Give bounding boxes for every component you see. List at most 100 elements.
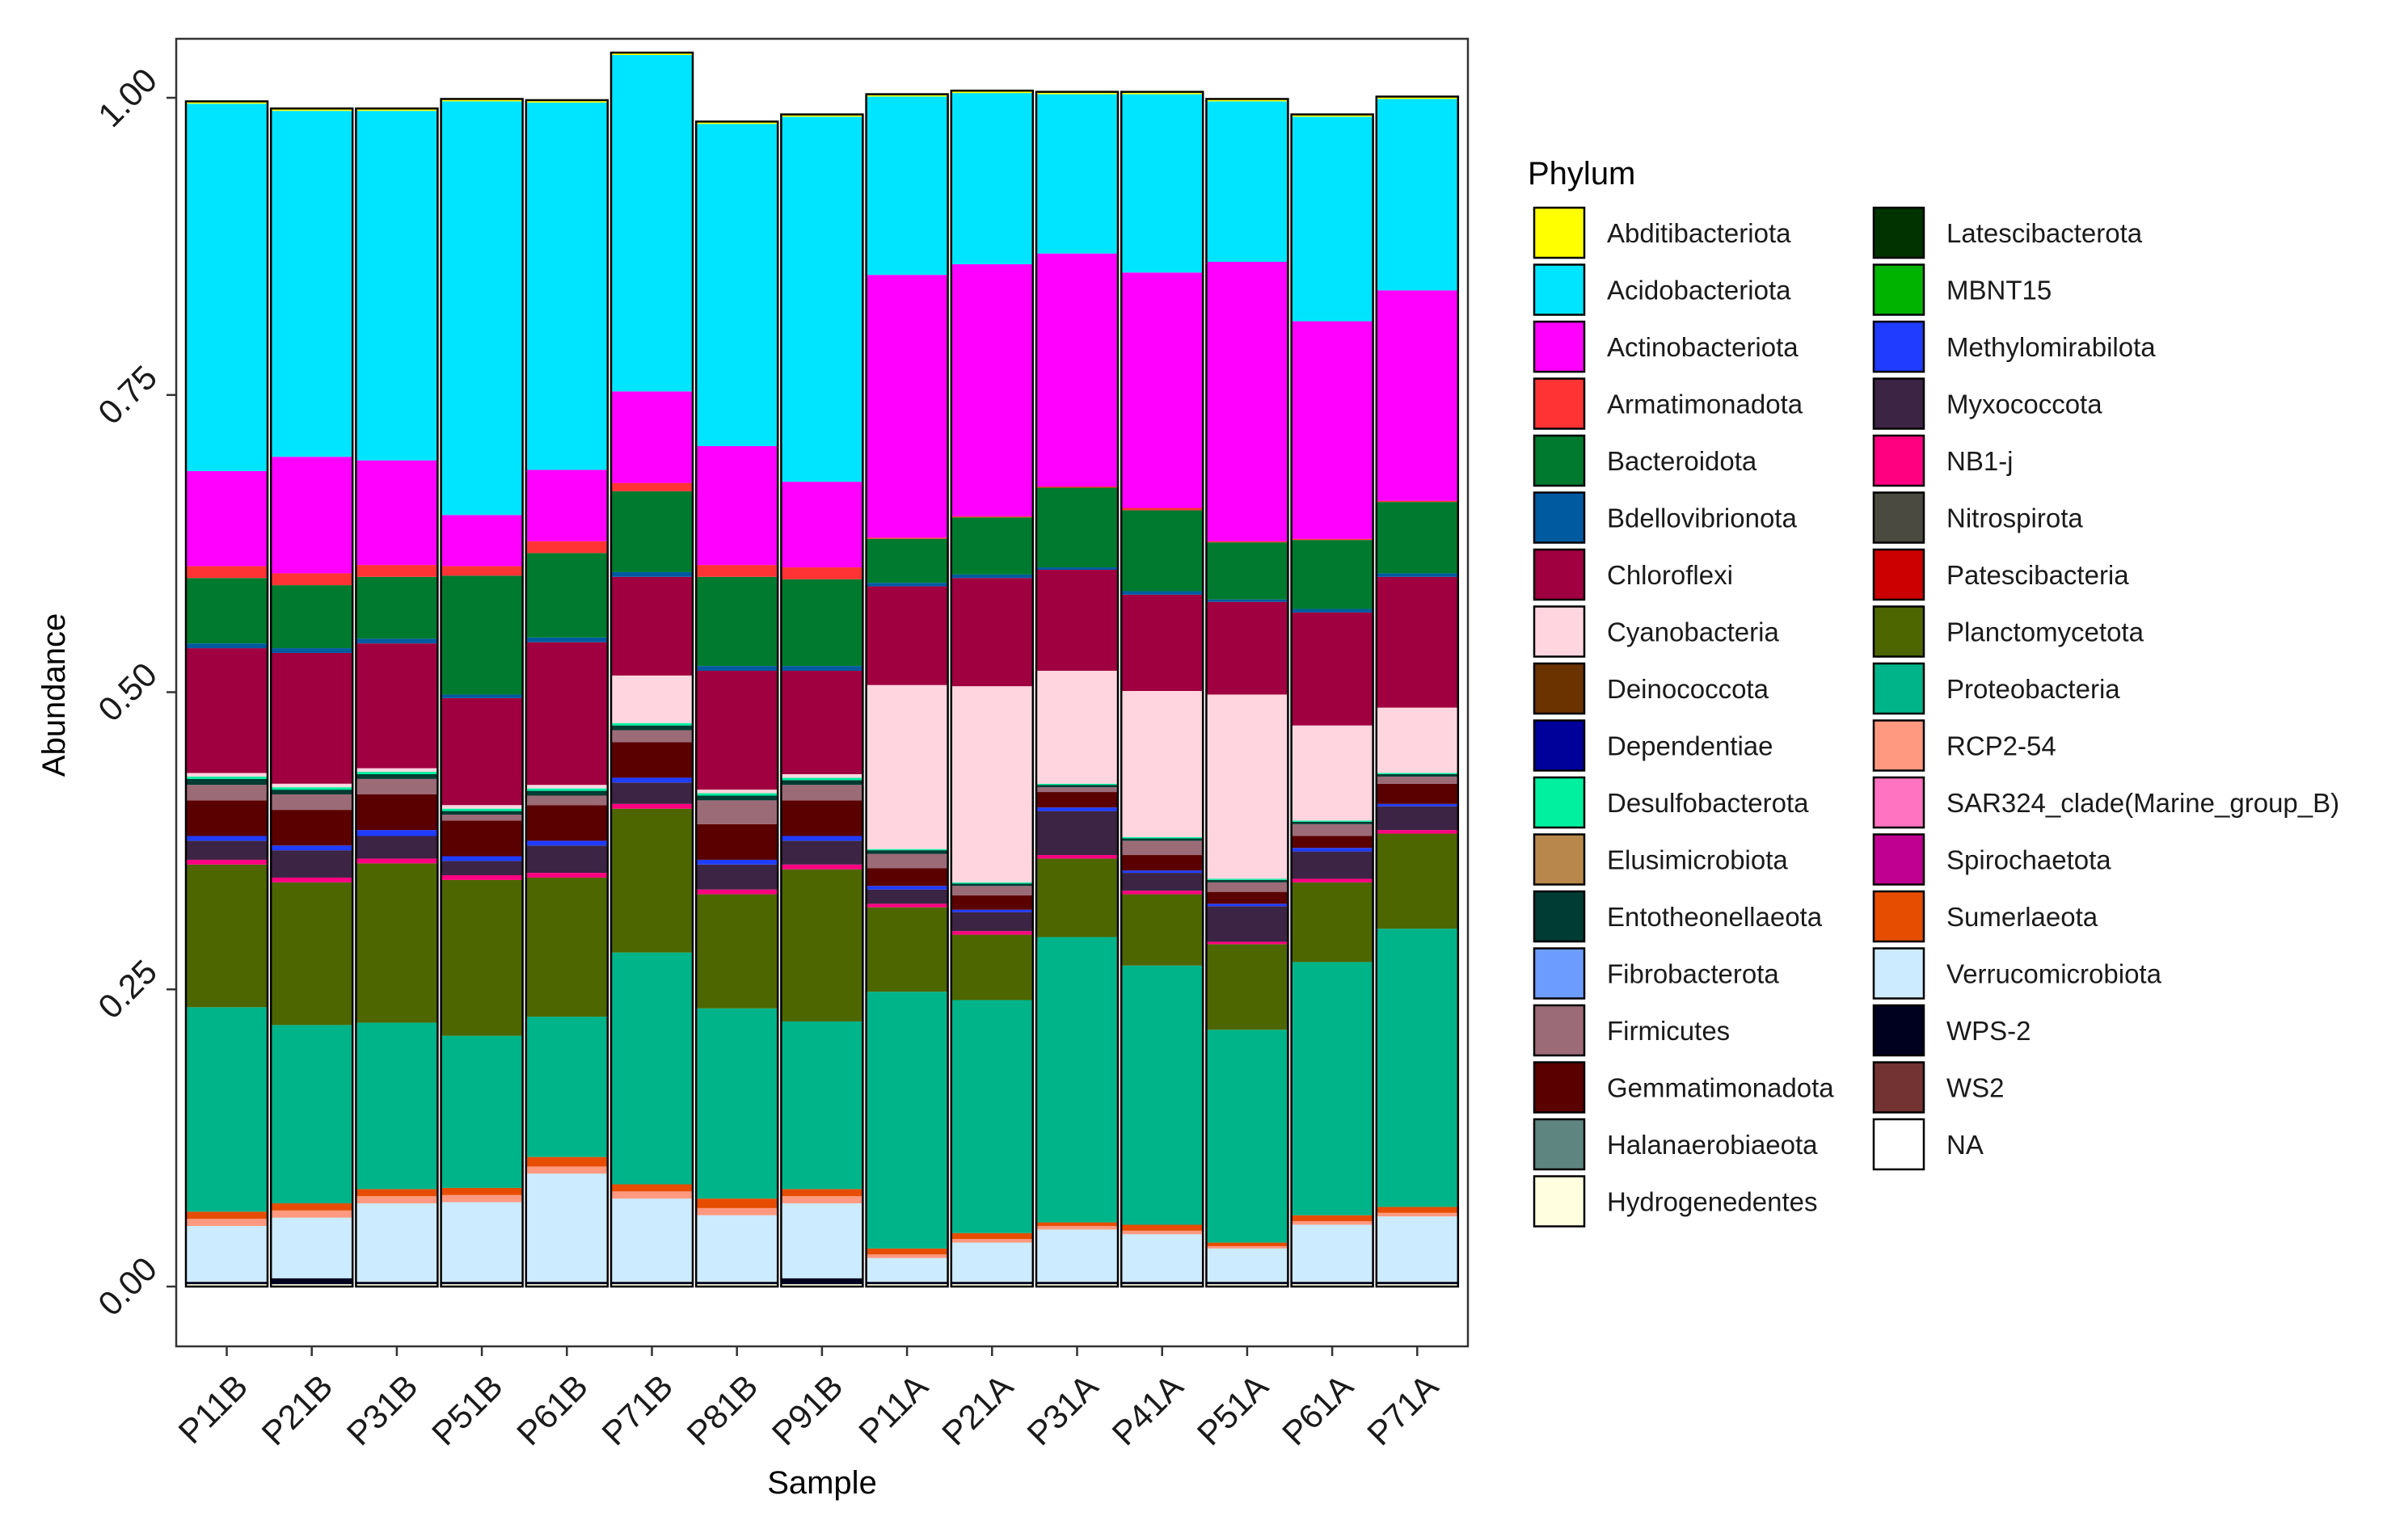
bar-segment-P21A-gemmatimonadota (951, 895, 1033, 910)
bar-segment-P91B-abditibacteriota (781, 114, 863, 117)
legend-item: Hydrogenedentes (1533, 1175, 1818, 1228)
bar-segment-P61B-rcp2-54 (525, 1166, 608, 1174)
bar-segment-P11B-bdellovibrionota (186, 643, 268, 649)
bar-segment-P41A-entotheonellaeota (1121, 838, 1204, 841)
bar-segment-P61A-armatimonadota (1291, 538, 1373, 541)
bar-P11B (184, 100, 269, 1288)
legend-item: Nitrospirota (1872, 491, 2083, 544)
bar-segment-P81B-methylomirabilota (696, 859, 778, 865)
bar-segment-P21B-myxococcota (271, 850, 353, 878)
bar-outline-P71B (609, 51, 694, 1288)
bar-segment-P71A-sumerlaeota (1376, 1207, 1458, 1213)
bar-segment-P61A-sumerlaeota (1291, 1215, 1373, 1222)
bar-segment-P61B-wps-2 (525, 1282, 608, 1285)
legend-item: WPS-2 (1872, 1004, 2031, 1057)
legend-item: Firmicutes (1533, 1004, 1730, 1057)
bar-segment-P81B-bdellovibrionota (696, 666, 778, 672)
bar-segment-P61B-methylomirabilota (525, 840, 608, 846)
bar-segment-P51B-sumerlaeota (441, 1187, 523, 1195)
bar-segment-P51A-rcp2-54 (1206, 1245, 1288, 1249)
bar-segment-P21B-abditibacteriota (271, 108, 353, 112)
bar-segment-P71A-rcp2-54 (1376, 1212, 1458, 1217)
bar-segment-P11B-chloroflexi (186, 648, 268, 773)
bar-segment-P81B-myxococcota (696, 864, 778, 890)
bar-segment-P71A-myxococcota (1376, 806, 1458, 831)
legend-label: WS2 (1946, 1073, 2005, 1103)
bar-segment-P61A-bdellovibrionota (1291, 609, 1373, 613)
bar-P71A (1375, 95, 1460, 1288)
bar-segment-P11B-planctomycetota (186, 864, 268, 1008)
bar-segment-P11B-desulfobacterota (186, 776, 268, 779)
legend-label: Acidobacteriota (1607, 276, 1791, 305)
legend-item: SAR324_clade(Marine_group_B) (1872, 776, 2339, 829)
bar-P31A (1035, 91, 1120, 1288)
legend-label: Nitrospirota (1946, 503, 2083, 533)
bar-segment-P11B-bacteroidota (186, 578, 268, 644)
legend-label: Actinobacteriota (1607, 332, 1799, 362)
legend-label: Proteobacteria (1946, 674, 2120, 704)
bar-segment-P61B-planctomycetota (525, 877, 608, 1017)
bar-segment-P71B-methylomirabilota (611, 777, 693, 783)
bar-segment-P21A-abditibacteriota (951, 91, 1033, 94)
bar-segment-P61A-verrucomicrobiota (1291, 1224, 1373, 1283)
bar-segment-P61B-myxococcota (525, 845, 608, 874)
bar-outline-P61A (1290, 113, 1374, 1288)
bar-segment-P91B-firmicutes (781, 785, 863, 801)
bar-segment-P91B-actinobacteriota (781, 482, 863, 568)
bar-segment-P21B-armatimonadota (271, 573, 353, 586)
bar-outline-P21B (269, 107, 354, 1288)
bar-segment-P31A-wps-2 (1036, 1282, 1118, 1285)
bar-outline-P61B (525, 99, 609, 1288)
legend-key (1872, 320, 1925, 373)
bar-segment-P21B-cyanobacteria (271, 783, 353, 788)
bar-segment-P51A-armatimonadota (1206, 541, 1288, 543)
bar-segment-P81B-hydrogenedentes (696, 1284, 778, 1287)
legend-key (1872, 947, 1925, 1000)
bar-segment-P51B-firmicutes (441, 815, 523, 821)
bar-segment-P41A-proteobacteria (1121, 965, 1204, 1225)
bar-segment-P41A-sumerlaeota (1121, 1224, 1204, 1231)
bar-segment-P31A-methylomirabilota (1036, 807, 1118, 811)
bar-segment-P11B-abditibacteriota (186, 101, 268, 104)
bar-segment-P91B-acidobacteriota (781, 116, 863, 482)
legend-item: Proteobacteria (1872, 662, 2120, 715)
legend-item: Latescibacterota (1872, 206, 2143, 259)
bar-segment-P11A-wps-2 (866, 1282, 948, 1285)
bar-segment-P71B-planctomycetota (611, 808, 693, 953)
bar-segment-P11A-abditibacteriota (866, 94, 948, 97)
bar-segment-P51A-gemmatimonadota (1206, 891, 1288, 904)
bar-segment-P51B-acidobacteriota (441, 101, 523, 516)
bar-segment-P71B-desulfobacterota (611, 722, 693, 726)
bar-segment-P51A-proteobacteria (1206, 1030, 1288, 1243)
bar-segment-P71A-actinobacteriota (1376, 290, 1458, 501)
bar-segment-P41A-wps-2 (1121, 1282, 1204, 1285)
bar-segment-P11A-sumerlaeota (866, 1248, 948, 1255)
bar-segment-P71B-entotheonellaeota (611, 725, 693, 731)
bar-segment-P51B-hydrogenedentes (441, 1284, 523, 1287)
bar-segment-P21B-rcp2-54 (271, 1210, 353, 1218)
legend-label: Verrucomicrobiota (1946, 959, 2162, 989)
bar-segment-P21B-bdellovibrionota (271, 648, 353, 653)
bar-segment-P51A-abditibacteriota (1206, 99, 1288, 102)
legend-label: Sumerlaeota (1946, 902, 2098, 932)
bar-segment-P71B-bacteroidota (611, 491, 693, 572)
bar-outline-P71A (1375, 95, 1460, 1288)
legend-key (1533, 548, 1586, 601)
bar-segment-P31B-proteobacteria (356, 1022, 438, 1190)
bar-segment-P51A-bacteroidota (1206, 542, 1288, 600)
bar-segment-P21A-planctomycetota (951, 934, 1033, 1000)
bar-segment-P71A-cyanobacteria (1376, 707, 1458, 773)
bar-segment-P31B-verrucomicrobiota (356, 1203, 438, 1283)
legend-key (1872, 1061, 1925, 1114)
bar-segment-P71A-hydrogenedentes (1376, 1284, 1458, 1287)
bar-segment-P51A-chloroflexi (1206, 601, 1288, 695)
bar-segment-P21A-proteobacteria (951, 1000, 1033, 1233)
bar-segment-P81B-firmicutes (696, 800, 778, 824)
bar-P61B (525, 99, 609, 1288)
bar-segment-P21A-myxococcota (951, 912, 1033, 932)
bar-segment-P61B-bacteroidota (525, 553, 608, 638)
bar-segment-P71B-armatimonadota (611, 482, 693, 491)
bar-segment-P11A-myxococcota (866, 889, 948, 904)
bar-segment-P71B-wps-2 (611, 1282, 693, 1285)
